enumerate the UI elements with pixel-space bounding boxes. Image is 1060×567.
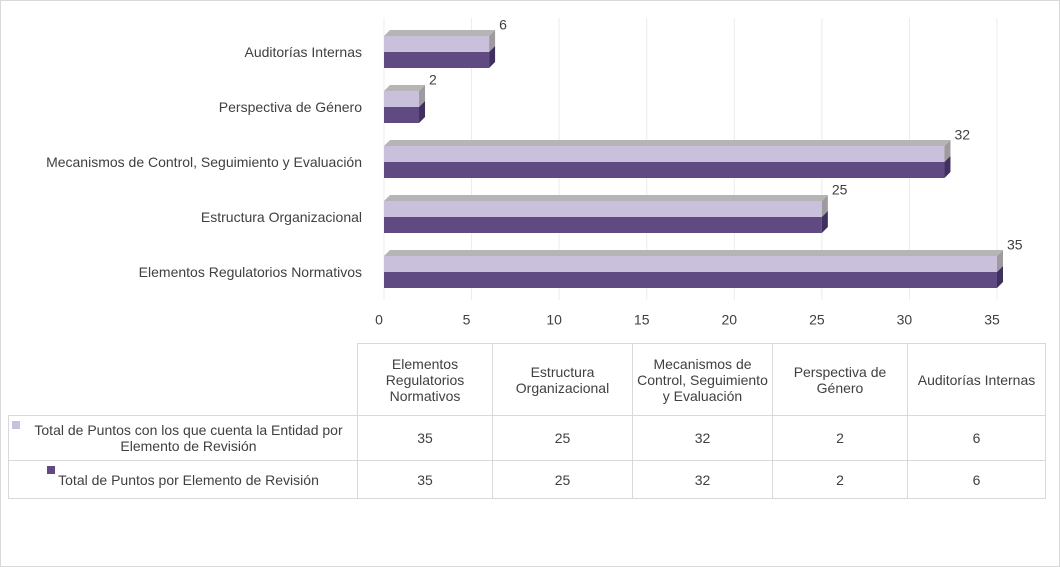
- x-tick-label: 5: [463, 312, 471, 328]
- legend-key: [47, 466, 56, 474]
- y-tick-label: Elementos Regulatorios Normativos: [138, 264, 362, 280]
- y-tick-label: Estructura Organizacional: [200, 209, 362, 225]
- x-tick-label: 20: [721, 312, 737, 328]
- table-header: Mecanismos de Control, Seguimiento y Eva…: [632, 343, 773, 416]
- bar: [384, 162, 945, 178]
- data-label: 32: [954, 127, 970, 143]
- bar-side: [489, 30, 496, 52]
- bar-top: [384, 85, 426, 91]
- bar: [384, 107, 420, 123]
- table-value: 25: [492, 460, 633, 499]
- bar-top: [384, 30, 496, 36]
- legend-entry: Total de Puntos por Elemento de Revisión: [8, 460, 358, 499]
- table-value: 32: [632, 415, 773, 461]
- y-tick-label: Auditorías Internas: [244, 44, 362, 60]
- table-value: 25: [492, 415, 633, 461]
- bar: [384, 256, 997, 272]
- x-tick-label: 35: [984, 312, 1000, 328]
- table-value: 35: [357, 460, 493, 499]
- bar-top: [384, 195, 828, 201]
- bar: [384, 36, 490, 52]
- x-tick-label: 25: [809, 312, 825, 328]
- x-tick-label: 10: [546, 312, 562, 328]
- table-header: Elementos Regulatorios Normativos: [357, 343, 493, 416]
- bar-side: [821, 211, 828, 233]
- legend-key: [12, 421, 20, 429]
- x-tick-label: 0: [375, 312, 383, 328]
- table-header: Auditorías Internas: [907, 343, 1046, 416]
- x-tick-label: 30: [897, 312, 913, 328]
- bar: [384, 272, 997, 288]
- y-tick-label: Perspectiva de Género: [218, 99, 362, 115]
- legend-text: Total de Puntos con los que cuenta la En…: [34, 422, 343, 454]
- table-header: Perspectiva de Género: [772, 343, 908, 416]
- bar-side: [419, 85, 426, 107]
- bar-side: [944, 140, 951, 162]
- table-value: 35: [357, 415, 493, 461]
- table-value: 6: [907, 460, 1046, 499]
- table-value: 32: [632, 460, 773, 499]
- bar-top: [384, 140, 951, 146]
- bar-side: [419, 101, 426, 123]
- table-header: Estructura Organizacional: [492, 343, 633, 416]
- table-value: 2: [772, 460, 908, 499]
- bar-side: [997, 250, 1003, 272]
- bar-top: [384, 250, 1003, 256]
- data-label: 2: [429, 72, 437, 88]
- data-label: 25: [832, 182, 848, 198]
- bar: [384, 217, 822, 233]
- legend-entry: Total de Puntos con los que cuenta la En…: [8, 415, 358, 461]
- bar-side: [821, 195, 828, 217]
- table-value: 6: [907, 415, 1046, 461]
- bar: [384, 146, 945, 162]
- legend-text: Total de Puntos por Elemento de Revisión: [58, 471, 319, 488]
- bar-side: [489, 46, 496, 68]
- x-tick-label: 15: [634, 312, 650, 328]
- bar: [384, 91, 420, 107]
- data-label: 6: [499, 17, 507, 33]
- data-label: 35: [1007, 237, 1023, 253]
- bar: [384, 52, 490, 68]
- bar: [384, 201, 822, 217]
- bar-side: [997, 266, 1003, 288]
- y-tick-label: Mecanismos de Control, Seguimiento y Eva…: [46, 154, 362, 170]
- table-value: 2: [772, 415, 908, 461]
- bar-side: [944, 156, 951, 178]
